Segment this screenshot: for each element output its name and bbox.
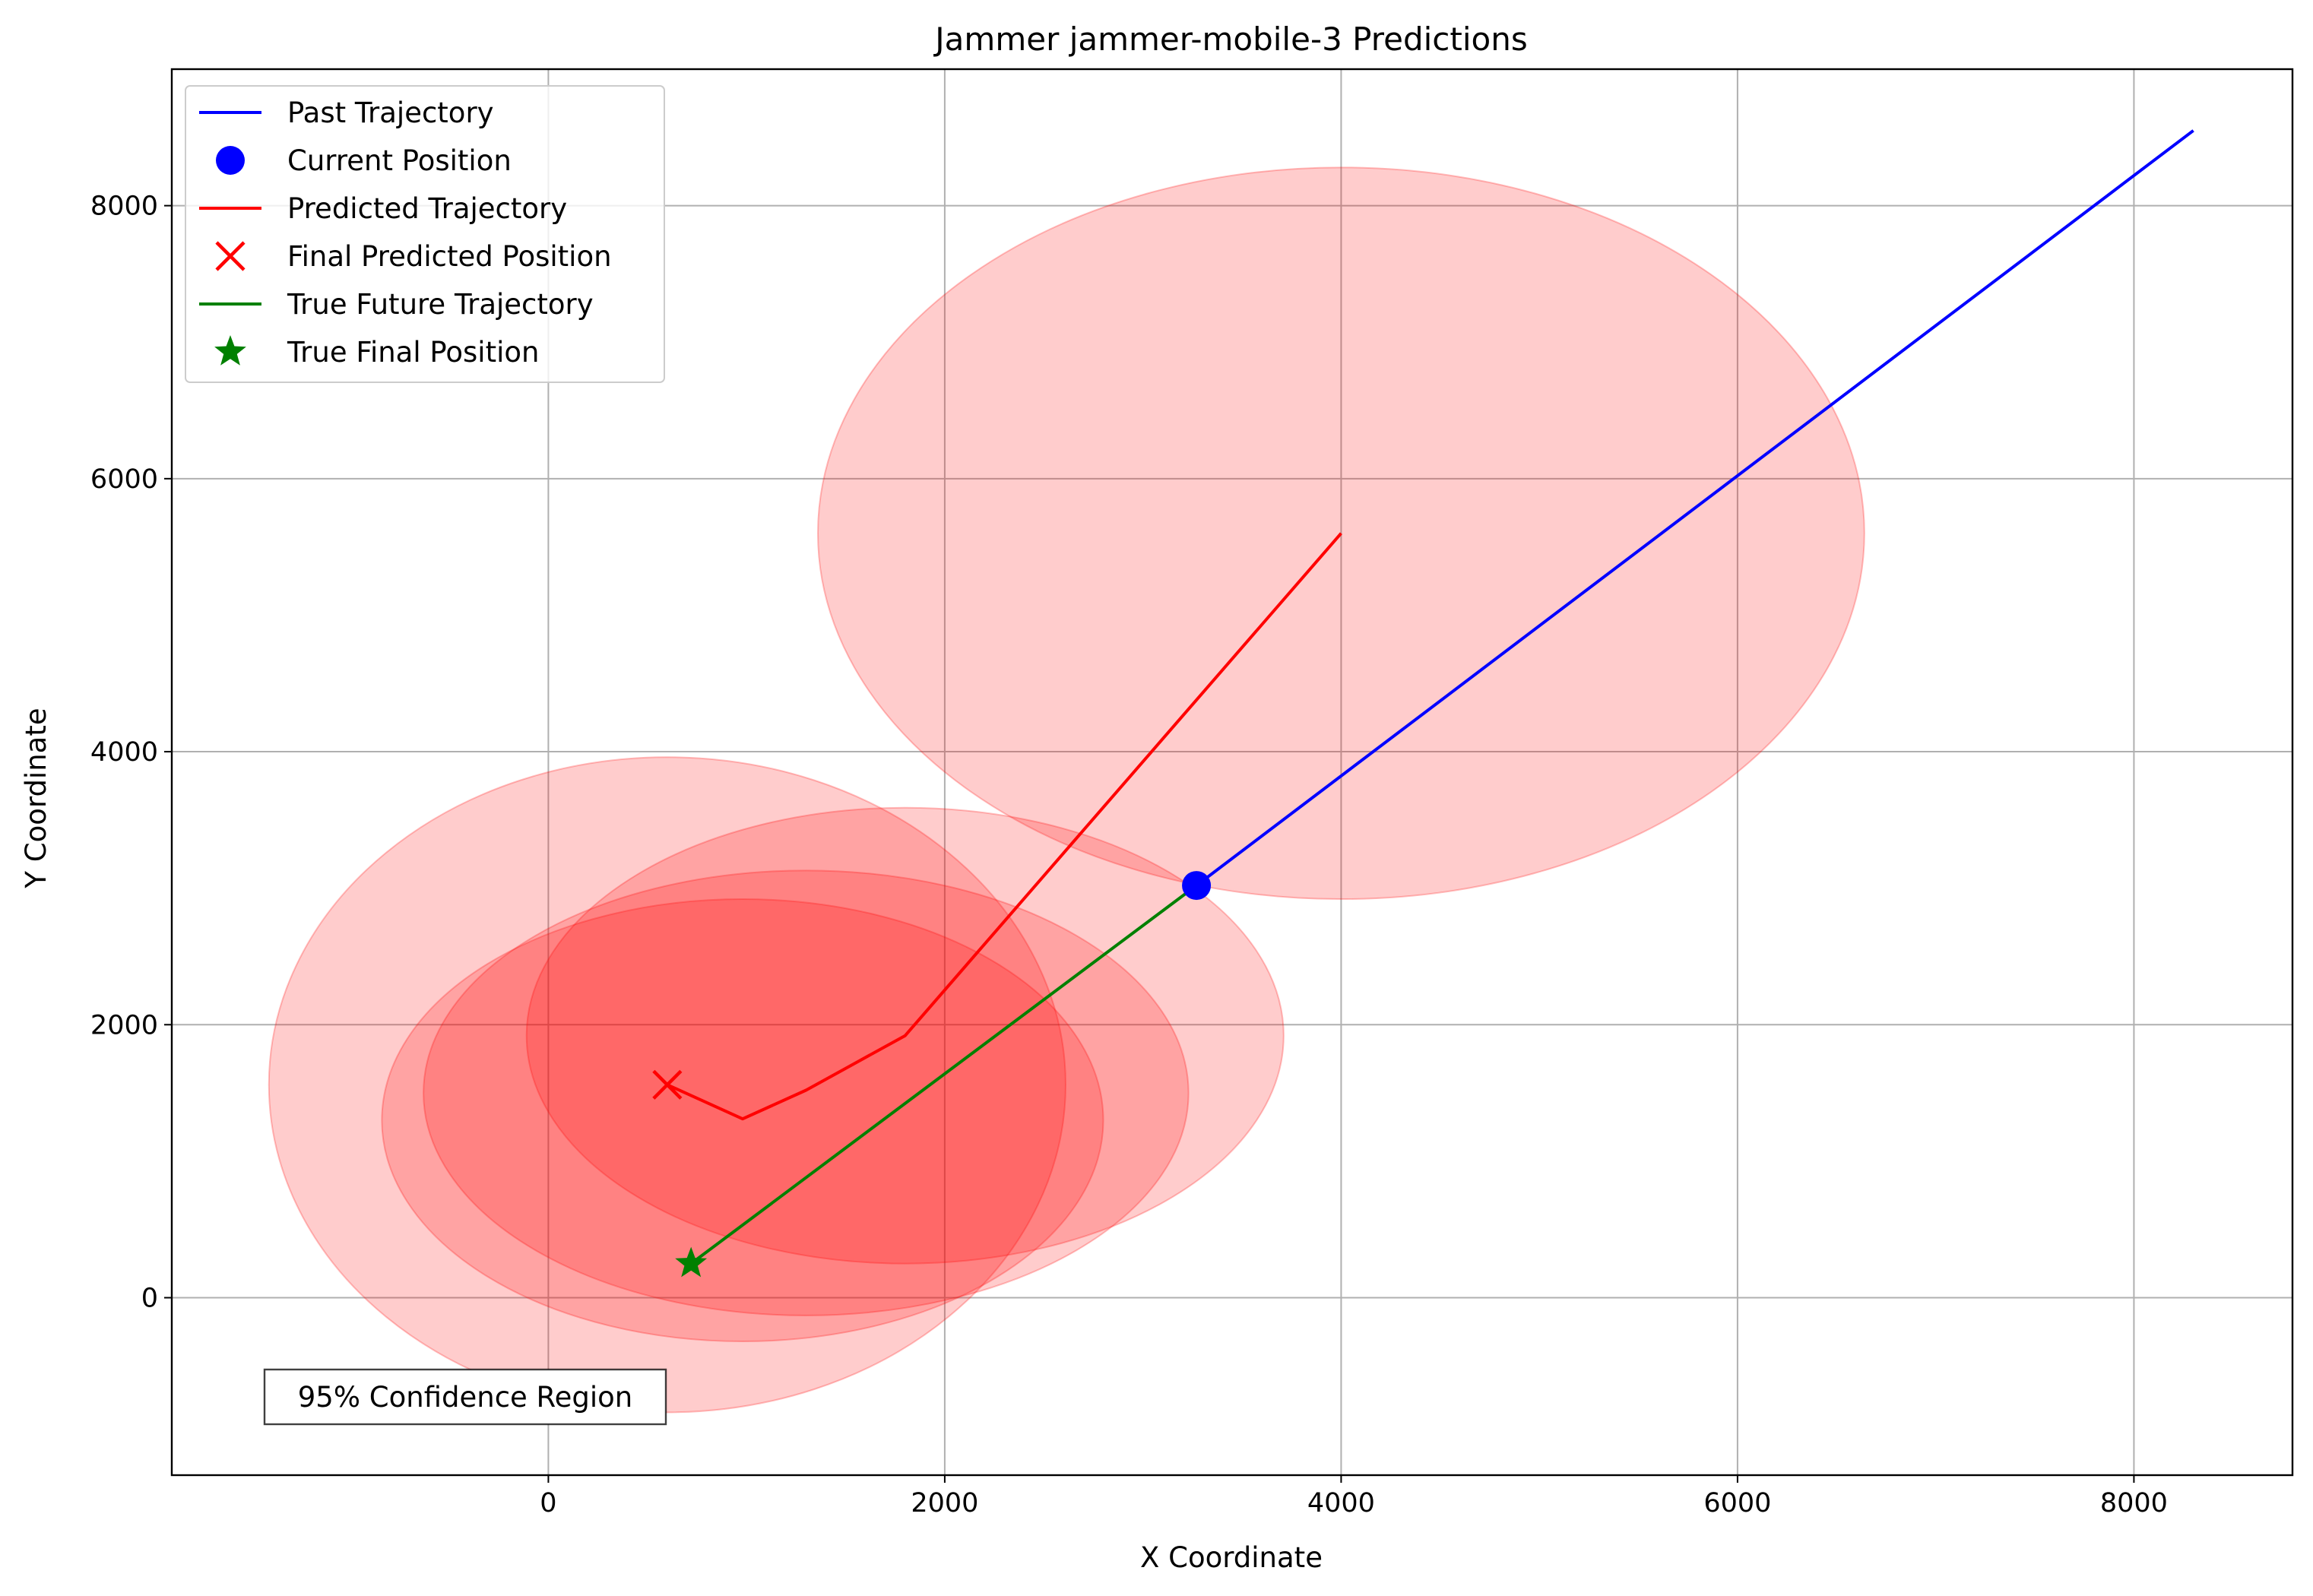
- y-tick-label: 8000: [90, 192, 158, 222]
- legend-label: Final Predicted Position: [287, 240, 612, 273]
- series: [652, 129, 2194, 1278]
- chart-title: Jammer jammer-mobile-3 Predictions: [933, 21, 1527, 58]
- confidence-ellipse: [817, 166, 1865, 901]
- legend-label: True Final Position: [287, 336, 539, 369]
- confidence-ellipses: [268, 166, 1865, 1414]
- final-predicted-position-marker: [652, 1069, 683, 1100]
- y-tick-label: 0: [141, 1284, 158, 1314]
- x-tick-label: 4000: [1307, 1488, 1375, 1518]
- legend-label: True Future Trajectory: [287, 288, 594, 321]
- true-future-trajectory-line: [690, 884, 1198, 1265]
- legend: Past Trajectory Current Position Predicted…: [185, 85, 665, 383]
- legend-entry: True Final Position: [214, 335, 539, 369]
- ticks: 0 2000 4000 6000 8000 0 2000 4000 6000 8000: [90, 192, 2168, 1518]
- final-predicted-position-legend-marker: [215, 241, 246, 271]
- x-tick-label: 6000: [1703, 1488, 1771, 1518]
- predicted-trajectory-line: [667, 532, 1342, 1121]
- current-position-marker: [1182, 871, 1212, 901]
- x-tick-label: 2000: [911, 1488, 978, 1518]
- true-final-position-marker: [675, 1246, 708, 1278]
- x-stroke: [652, 1069, 683, 1100]
- legend-entry: Predicted Trajectory: [199, 192, 567, 225]
- y-axis-label: Y Coordinate: [20, 708, 52, 888]
- plot-frame: [170, 68, 2294, 1477]
- annotation-text: 95% Confidence Region: [298, 1381, 632, 1414]
- grid: [172, 69, 2292, 1475]
- confidence-ellipse: [423, 869, 1190, 1316]
- legend-entry: Current Position: [216, 144, 512, 177]
- x-stroke: [215, 241, 246, 271]
- legend-label: Predicted Trajectory: [287, 192, 567, 225]
- legend-box: [185, 85, 665, 383]
- y-tick-label: 4000: [90, 737, 158, 768]
- y-tick-label: 6000: [90, 464, 158, 495]
- legend-entry: True Future Trajectory: [199, 288, 594, 321]
- annotation-box: [263, 1368, 667, 1426]
- x-axis-label: X Coordinate: [1140, 1541, 1323, 1574]
- x-tick-label: 8000: [2100, 1488, 2168, 1518]
- x-tick-label: 0: [540, 1488, 556, 1518]
- legend-entry: Past Trajectory: [199, 97, 494, 129]
- confidence-annotation: 95% Confidence Region: [263, 1368, 667, 1426]
- y-tick-label: 2000: [90, 1010, 158, 1040]
- current-position-legend-marker: [216, 146, 245, 175]
- legend-entry: Final Predicted Position: [215, 240, 612, 273]
- legend-label: Past Trajectory: [287, 97, 494, 129]
- true-final-position-legend-marker: [214, 335, 246, 366]
- past-trajectory-line: [1195, 129, 2194, 887]
- legend-label: Current Position: [287, 144, 512, 177]
